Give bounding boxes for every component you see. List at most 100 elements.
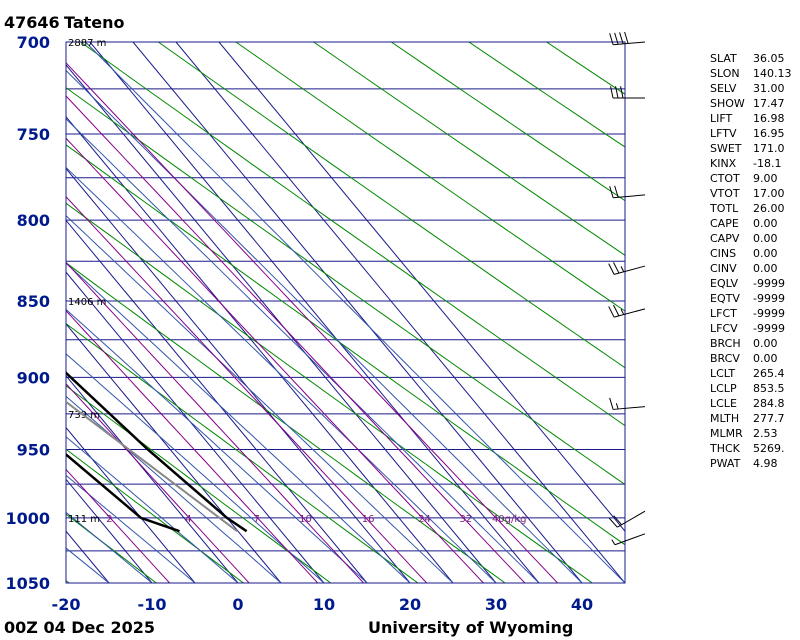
index-key: EQLV (710, 277, 739, 290)
temperature-tick-label: 20 (399, 595, 421, 614)
index-value: 0.00 (753, 352, 778, 365)
isotherm-line (66, 582, 67, 583)
mixing-ratio-line (66, 195, 428, 583)
index-key: PWAT (710, 457, 741, 470)
index-value: 284.8 (753, 397, 785, 410)
dry-adiabat-line (391, 42, 625, 202)
moist-adiabat-line (66, 474, 196, 583)
index-key: CINV (710, 262, 737, 275)
wind-barb-flag (613, 262, 620, 274)
moist-adiabat-line (66, 395, 282, 583)
index-value: 140.13 (753, 67, 792, 80)
dry-adiabat-line (66, 448, 244, 583)
index-key: LFCV (710, 322, 738, 335)
moist-adiabat-line (66, 118, 540, 583)
wind-barb-staff (614, 533, 646, 546)
isotherm-line (0, 42, 23, 583)
index-key: LCLE (710, 397, 737, 410)
moist-adiabat-line (66, 262, 411, 583)
mixing-ratio-line (66, 468, 170, 583)
isotherm-line (66, 219, 368, 583)
isotherm-line (66, 167, 411, 583)
wind-barb-staff (617, 510, 646, 528)
index-value: 0.00 (753, 232, 778, 245)
wind-barb-flag (609, 397, 614, 410)
wind-barb-staff (613, 194, 646, 199)
mixing-ratio-line (66, 383, 250, 583)
index-key: MLTH (710, 412, 739, 425)
isotherm-line (66, 478, 153, 583)
index-value: -18.1 (753, 157, 781, 170)
index-key: TOTL (709, 202, 739, 215)
index-value: 26.00 (753, 202, 785, 215)
isotherm-line (132, 42, 583, 583)
isotherm-line (89, 42, 540, 583)
dry-adiabat-line (468, 42, 625, 148)
wind-barb (609, 185, 646, 199)
temperature-tick-label: 30 (485, 595, 507, 614)
wind-barb-flag (614, 32, 619, 45)
index-value: 0.00 (753, 217, 778, 230)
index-value: -9999 (753, 322, 785, 335)
index-key: LCLP (710, 382, 737, 395)
moist-adiabat-line (66, 353, 325, 583)
wind-barb (609, 397, 646, 410)
pressure-axis: 700 750 800 850 900 950 1000 1050 (5, 33, 50, 593)
temperature-axis: -20 -10 0 10 20 30 40 (52, 595, 594, 614)
station-name: Tateno (64, 13, 125, 32)
temperature-line (66, 371, 248, 533)
index-key: BRCV (710, 352, 740, 365)
isotherm-line (66, 426, 196, 583)
height-label: 2887 m (68, 38, 106, 49)
index-key: BRCH (710, 337, 741, 350)
index-value: 16.98 (753, 112, 785, 125)
index-value: 0.00 (753, 337, 778, 350)
mixing-ratio-label: 24 (418, 514, 431, 525)
isotherm-line (218, 42, 625, 532)
index-value: 265.4 (753, 367, 785, 380)
mixing-ratio-line (66, 261, 364, 583)
height-label: 111 m (68, 514, 100, 525)
temperature-tick-label: -10 (138, 595, 167, 614)
index-value: 16.95 (753, 127, 785, 140)
wind-barb-staff (613, 41, 646, 46)
moist-adiabat-line (66, 582, 67, 583)
moist-adiabat-line (66, 308, 368, 583)
pressure-tick-label: 700 (17, 33, 50, 52)
dry-adiabat-line (235, 42, 625, 312)
moist-adiabat-line (66, 511, 153, 583)
isotherm-line (66, 530, 110, 583)
index-key: SELV (710, 82, 737, 95)
index-key: CTOT (710, 172, 740, 185)
moist-adiabat-line (66, 214, 454, 583)
index-value: 17.00 (753, 187, 785, 200)
index-value: 853.5 (753, 382, 785, 395)
mixing-ratio-label: 7 (253, 514, 259, 525)
station-id: 47646 (4, 13, 60, 32)
index-key: CINS (710, 247, 736, 260)
pressure-tick-label: 750 (17, 125, 50, 144)
dry-adiabat-line (66, 87, 625, 486)
dry-adiabat-line (313, 42, 625, 256)
pressure-tick-label: 1050 (5, 574, 50, 593)
wind-barb-flag (615, 86, 619, 99)
index-key: LFCT (710, 307, 737, 320)
index-value: 277.7 (753, 412, 785, 425)
temperature-tick-label: 10 (313, 595, 335, 614)
dry-adiabat-line (66, 322, 419, 583)
index-value: 2.53 (753, 427, 778, 440)
observation-time: 00Z 04 Dec 2025 (4, 618, 155, 637)
dewpoint-line (66, 452, 180, 533)
dry-adiabat-line (66, 144, 625, 546)
wind-barb-flag (614, 185, 619, 198)
wind-barb (610, 86, 645, 99)
pressure-tick-label: 900 (17, 368, 50, 387)
index-value: 171.0 (753, 142, 785, 155)
index-key: EQTV (710, 292, 740, 305)
index-key: KINX (710, 157, 737, 170)
isotherm-line (66, 64, 497, 583)
index-value: 4.98 (753, 457, 778, 470)
moist-adiabat-line (66, 166, 497, 583)
wind-barb-flag (619, 32, 624, 45)
wind-barb-flag (620, 86, 624, 99)
